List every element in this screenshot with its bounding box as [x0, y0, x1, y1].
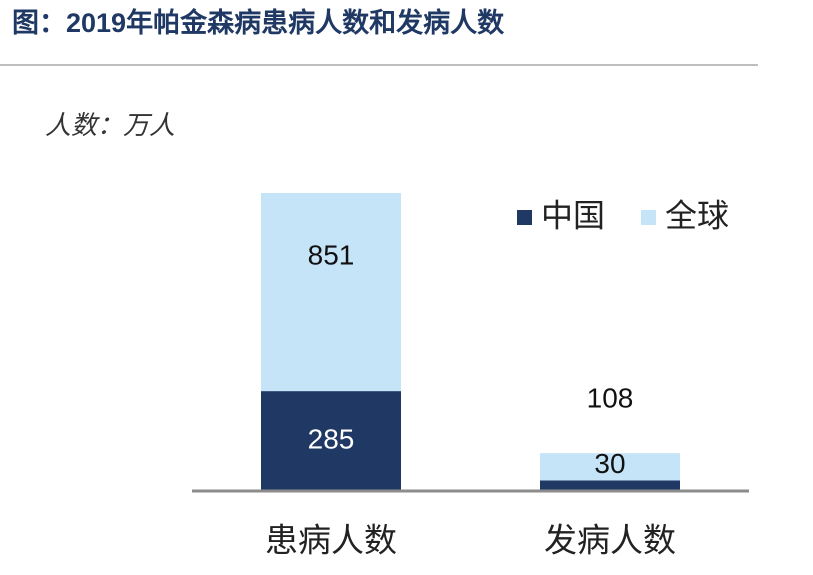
chart-title: 图：2019年帕金森病患病人数和发病人数 — [12, 7, 505, 38]
bar — [540, 480, 680, 491]
bar — [261, 391, 401, 491]
legend-label: 全球 — [665, 197, 729, 233]
value-label: 851 — [308, 239, 355, 270]
x-tick-label: 发病人数 — [544, 522, 676, 559]
value-label: 285 — [308, 423, 355, 454]
legend-swatch — [641, 210, 656, 225]
value-label: 30 — [594, 448, 625, 479]
value-label: 108 — [587, 383, 634, 414]
legend-swatch — [517, 210, 532, 225]
unit-label: 人数：万人 — [45, 110, 175, 140]
x-tick-label: 患病人数 — [265, 522, 397, 559]
legend-label: 中国 — [541, 197, 605, 233]
